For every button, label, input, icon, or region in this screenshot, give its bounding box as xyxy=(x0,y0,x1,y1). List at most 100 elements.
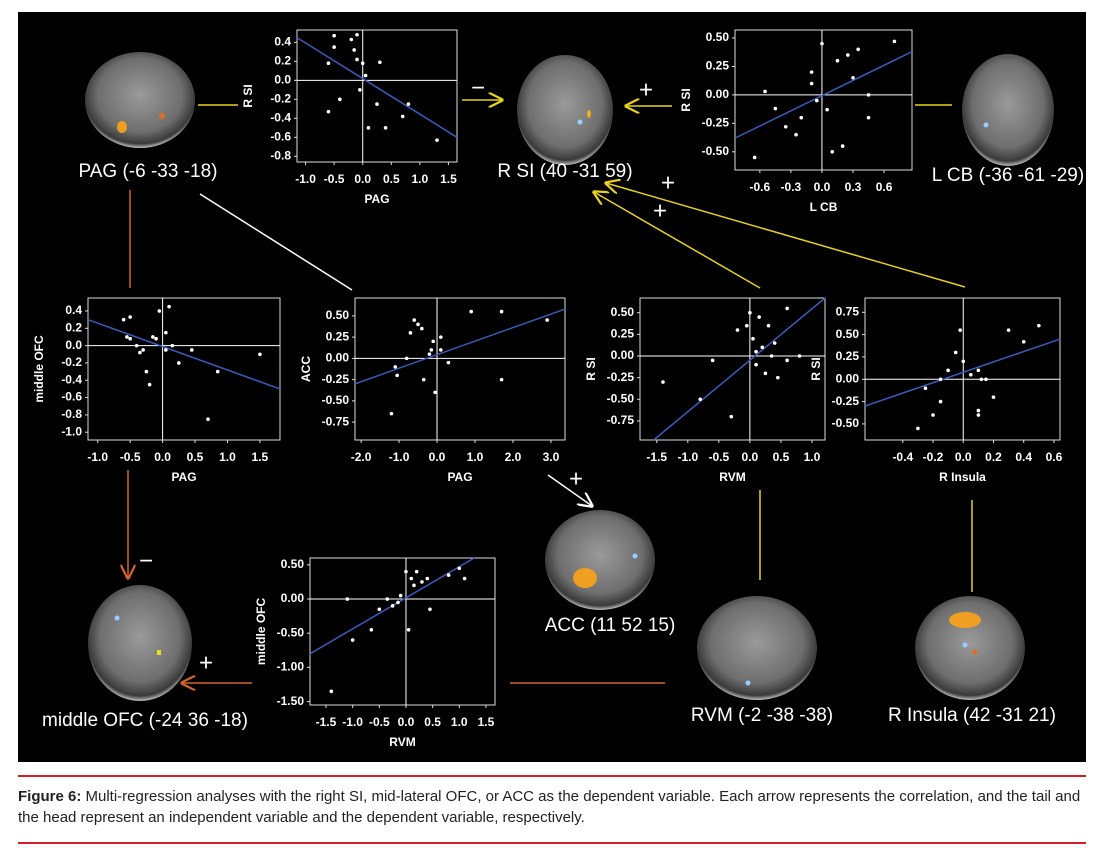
data-point xyxy=(809,70,814,74)
x-tick-label: 1.0 xyxy=(467,450,484,464)
data-point xyxy=(840,144,845,148)
sign: + xyxy=(639,76,653,103)
data-point xyxy=(735,328,740,332)
data-point xyxy=(946,368,950,373)
connectors xyxy=(128,100,973,683)
y-tick-label: 0.2 xyxy=(274,54,291,68)
data-point xyxy=(366,126,371,130)
brain-acc xyxy=(545,510,655,610)
data-point xyxy=(763,371,768,376)
data-point xyxy=(785,358,789,363)
x-tick-label: 0.2 xyxy=(985,450,1002,464)
y-tick-label: 0.50 xyxy=(326,308,350,322)
y-axis-title: R SI xyxy=(809,357,823,380)
brain-rsi xyxy=(517,55,613,165)
x-tick-label: 0.5 xyxy=(187,450,204,464)
data-point xyxy=(412,583,416,588)
y-tick-label: -0.75 xyxy=(322,414,350,428)
y-tick-label: -0.8 xyxy=(61,407,82,421)
x-tick-label: 0.6 xyxy=(1046,450,1063,464)
node-label: R Insula (42 -31 21) xyxy=(888,705,1056,726)
y-tick-label: 0.50 xyxy=(706,30,730,44)
x-tick-label: -0.3 xyxy=(781,180,802,194)
data-point xyxy=(931,413,935,417)
scatter-plot: -1.5 -1.0 -0.5 0.0 0.5 1.0 0.50 0.25 0.00 -0.25 -0… xyxy=(584,297,826,484)
data-point xyxy=(349,37,354,42)
data-point xyxy=(128,336,132,341)
y-axis-title: middle OFC xyxy=(254,598,268,666)
y-tick-label: 0.25 xyxy=(706,59,730,73)
data-point xyxy=(215,369,220,374)
data-point xyxy=(923,386,928,391)
caption: Figure 6: Multi-regression analyses with… xyxy=(18,786,1086,828)
x-tick-label: -0.5 xyxy=(120,450,141,464)
plot-frame xyxy=(864,297,1061,441)
data-point xyxy=(976,408,981,413)
data-point xyxy=(953,350,958,355)
data-point xyxy=(167,304,171,309)
plot-frame xyxy=(354,297,566,441)
y-axis-title: R SI xyxy=(241,84,255,107)
data-point xyxy=(748,310,752,315)
data-point xyxy=(754,349,758,354)
x-tick-label: -1.0 xyxy=(87,450,108,464)
data-point xyxy=(378,60,382,65)
data-point xyxy=(329,689,334,694)
data-point xyxy=(797,354,802,358)
trend-line xyxy=(653,297,826,441)
data-point xyxy=(147,382,152,387)
sign: + xyxy=(661,169,675,196)
y-tick-label: -0.2 xyxy=(61,355,82,369)
data-point xyxy=(144,369,149,374)
scatter-plot: -1.5 -1.0 -0.5 0.0 0.5 1.0 1.5 0.50 0.00 -0.50 -1.… xyxy=(254,557,496,749)
x-tick-label: -1.0 xyxy=(295,172,316,186)
scatter-plot: -1.0 -0.5 0.0 0.5 1.0 1.5 0.4 0.2 0.0 -0.2 -0.4 -0.… xyxy=(32,297,281,484)
x-tick-label: -1.0 xyxy=(389,450,410,464)
data-point xyxy=(1037,323,1041,328)
data-point xyxy=(409,576,414,581)
y-tick-label: -0.4 xyxy=(61,372,82,386)
x-tick-label: -0.4 xyxy=(892,450,913,464)
y-tick-label: 0.25 xyxy=(326,329,350,343)
data-point xyxy=(856,47,860,52)
data-point xyxy=(991,395,996,399)
data-point xyxy=(177,361,181,365)
data-point xyxy=(752,155,757,160)
data-point xyxy=(976,413,981,417)
plot-frame xyxy=(639,297,826,441)
node-label: ACC (11 52 15) xyxy=(545,615,676,636)
data-point xyxy=(439,335,443,339)
x-axis-title: L CB xyxy=(810,200,838,214)
data-point xyxy=(258,352,262,357)
scatter-plot: -2.0 -1.0 0.0 1.0 2.0 3.0 0.50 0.25 0.00 -0.25 -0.… xyxy=(299,297,566,484)
y-tick-label: 0.00 xyxy=(281,591,305,605)
x-axis-title: R Insula xyxy=(939,470,986,484)
data-point xyxy=(345,597,350,601)
data-point xyxy=(825,107,829,112)
data-point xyxy=(799,115,804,120)
data-point xyxy=(398,593,403,598)
data-point xyxy=(157,309,162,313)
y-tick-label: 0.00 xyxy=(836,371,860,385)
data-point xyxy=(332,33,336,38)
brain-ofc xyxy=(88,585,192,701)
x-tick-label: 0.0 xyxy=(814,180,831,194)
y-tick-label: 0.4 xyxy=(274,35,291,49)
data-point xyxy=(969,373,973,377)
data-point xyxy=(128,315,132,319)
plot-frame xyxy=(309,557,496,706)
x-axis-title: PAG xyxy=(171,470,196,484)
data-point xyxy=(164,330,168,335)
data-point xyxy=(326,61,331,66)
data-point xyxy=(763,89,767,94)
scatter-plot: -0.4 -0.2 0.0 0.2 0.4 0.6 0.75 0.50 0.25 0.00 -0.2… xyxy=(809,297,1063,484)
y-tick-label: -0.50 xyxy=(322,393,350,407)
data-point xyxy=(754,362,758,367)
data-point xyxy=(938,377,943,382)
x-tick-label: 2.0 xyxy=(505,450,522,464)
data-point xyxy=(744,323,749,328)
data-point xyxy=(938,399,943,404)
data-point xyxy=(421,377,426,382)
x-axis-title: PAG xyxy=(364,192,389,206)
data-point xyxy=(809,81,814,86)
